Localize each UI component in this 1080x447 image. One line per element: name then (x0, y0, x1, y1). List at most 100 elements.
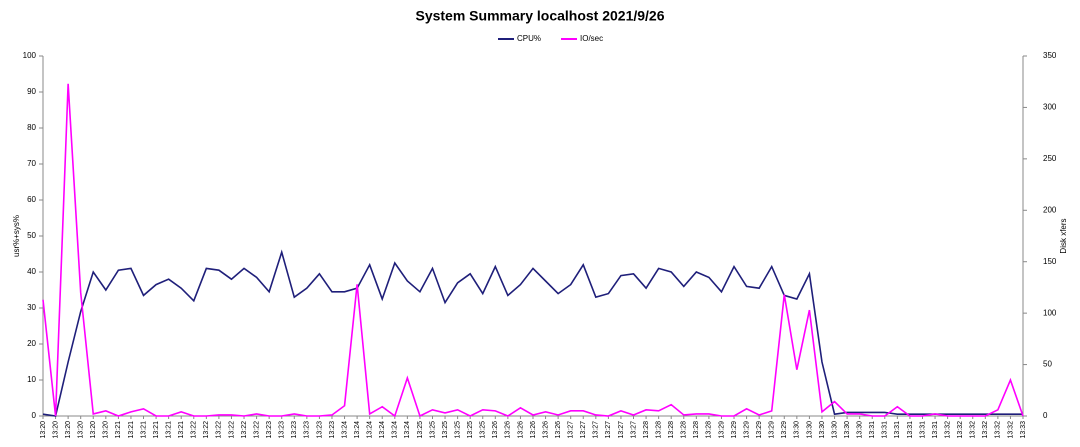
x-tick-label: 13:24 (404, 421, 411, 439)
series-line (42, 83, 1024, 418)
x-tick-label: 13:23 (329, 421, 336, 439)
x-tick-label: 13:26 (555, 421, 562, 439)
x-tick-label: 13:20 (103, 421, 110, 439)
y-tick-label: 10 (27, 375, 36, 384)
y-tick-label: 30 (27, 303, 36, 312)
x-tick-label: 13:23 (266, 421, 273, 439)
x-tick-label: 13:31 (894, 421, 901, 439)
x-tick-label: 13:31 (882, 421, 889, 439)
y2-tick-label: 200 (1043, 205, 1057, 214)
x-tick-label: 13:29 (769, 421, 776, 439)
x-tick-label: 13:20 (78, 421, 85, 439)
x-tick-label: 13:30 (819, 421, 826, 439)
y-tick-label: 50 (27, 231, 36, 240)
x-tick-label: 13:20 (52, 421, 59, 439)
x-tick-label: 13:28 (643, 421, 650, 439)
x-tick-label: 13:28 (681, 421, 688, 439)
x-tick-label: 13:26 (505, 421, 512, 439)
x-tick-label: 13:28 (668, 421, 675, 439)
y2-tick-label: 150 (1043, 257, 1057, 266)
x-tick-label: 13:20 (90, 421, 97, 439)
x-tick-label: 13:21 (153, 421, 160, 439)
x-tick-label: 13:25 (480, 421, 487, 439)
y-tick-label: 100 (23, 51, 37, 60)
x-tick-label: 13:24 (392, 421, 399, 439)
x-tick-label: 13:27 (568, 421, 575, 439)
y-tick-label: 0 (32, 411, 37, 420)
x-tick-label: 13:21 (115, 421, 122, 439)
x-tick-label: 13:27 (593, 421, 600, 439)
x-tick-label: 13:31 (907, 421, 914, 439)
x-tick-label: 13:25 (417, 421, 424, 439)
x-tick-label: 13:30 (857, 421, 864, 439)
x-tick-label: 13:29 (756, 421, 763, 439)
x-tick-label: 13:27 (630, 421, 637, 439)
x-tick-label: 13:26 (530, 421, 537, 439)
legend-label: CPU% (517, 34, 541, 43)
x-tick-label: 13:32 (944, 421, 951, 439)
x-tick-label: 13:27 (580, 421, 587, 439)
x-tick-label: 13:24 (341, 421, 348, 439)
x-tick-label: 13:28 (655, 421, 662, 439)
x-tick-label: 13:21 (178, 421, 185, 439)
y-tick-label: 70 (27, 159, 36, 168)
chart-title: System Summary localhost 2021/9/26 (415, 8, 664, 24)
x-tick-label: 13:29 (743, 421, 750, 439)
y2-tick-label: 0 (1043, 411, 1048, 420)
x-tick-label: 13:24 (367, 421, 374, 439)
x-tick-label: 13:26 (517, 421, 524, 439)
y2-tick-label: 300 (1043, 103, 1057, 112)
x-tick-label: 13:32 (995, 421, 1002, 439)
x-tick-label: 13:30 (806, 421, 813, 439)
x-tick-label: 13:25 (454, 421, 461, 439)
x-tick-label: 13:20 (65, 421, 72, 439)
y-tick-label: 90 (27, 87, 36, 96)
x-tick-label: 13:22 (216, 421, 223, 439)
x-tick-label: 13:28 (706, 421, 713, 439)
series-line (42, 249, 1023, 417)
y2-tick-label: 100 (1043, 308, 1057, 317)
x-tick-label: 13:31 (919, 421, 926, 439)
x-tick-label: 13:29 (718, 421, 725, 439)
x-tick-label: 13:33 (1020, 421, 1027, 439)
x-tick-label: 13:25 (467, 421, 474, 439)
x-tick-label: 13:24 (379, 421, 386, 439)
x-tick-label: 13:21 (165, 421, 172, 439)
x-tick-label: 13:22 (191, 421, 198, 439)
x-tick-label: 13:26 (542, 421, 549, 439)
x-tick-label: 13:26 (492, 421, 499, 439)
x-tick-label: 13:29 (731, 421, 738, 439)
x-tick-label: 13:31 (932, 421, 939, 439)
x-tick-label: 13:22 (228, 421, 235, 439)
y-axis-label: usr%+sys% (12, 215, 21, 257)
x-tick-label: 13:32 (957, 421, 964, 439)
y-tick-label: 80 (27, 123, 36, 132)
legend-label: IO/sec (580, 34, 603, 43)
x-tick-label: 13:21 (128, 421, 135, 439)
y2-tick-label: 250 (1043, 154, 1057, 163)
x-tick-label: 13:21 (140, 421, 147, 439)
x-tick-label: 13:30 (794, 421, 801, 439)
x-tick-label: 13:29 (781, 421, 788, 439)
x-tick-label: 13:32 (982, 421, 989, 439)
x-tick-label: 13:27 (618, 421, 625, 439)
x-tick-label: 13:23 (291, 421, 298, 439)
y-tick-label: 40 (27, 267, 36, 276)
x-tick-label: 13:23 (279, 421, 286, 439)
x-tick-label: 13:30 (831, 421, 838, 439)
y-tick-label: 60 (27, 195, 36, 204)
x-tick-label: 13:28 (693, 421, 700, 439)
y2-tick-label: 350 (1043, 51, 1057, 60)
y-tick-label: 20 (27, 339, 36, 348)
x-tick-label: 13:22 (203, 421, 210, 439)
x-tick-label: 13:25 (442, 421, 449, 439)
x-tick-label: 13:30 (844, 421, 851, 439)
y2-axis-label: Disk xfers (1059, 218, 1068, 253)
x-tick-label: 13:22 (241, 421, 248, 439)
x-tick-label: 13:23 (316, 421, 323, 439)
x-tick-label: 13:27 (605, 421, 612, 439)
x-tick-label: 13:20 (40, 421, 47, 439)
y2-tick-label: 50 (1043, 360, 1052, 369)
x-tick-label: 13:23 (304, 421, 311, 439)
x-tick-label: 13:25 (429, 421, 436, 439)
